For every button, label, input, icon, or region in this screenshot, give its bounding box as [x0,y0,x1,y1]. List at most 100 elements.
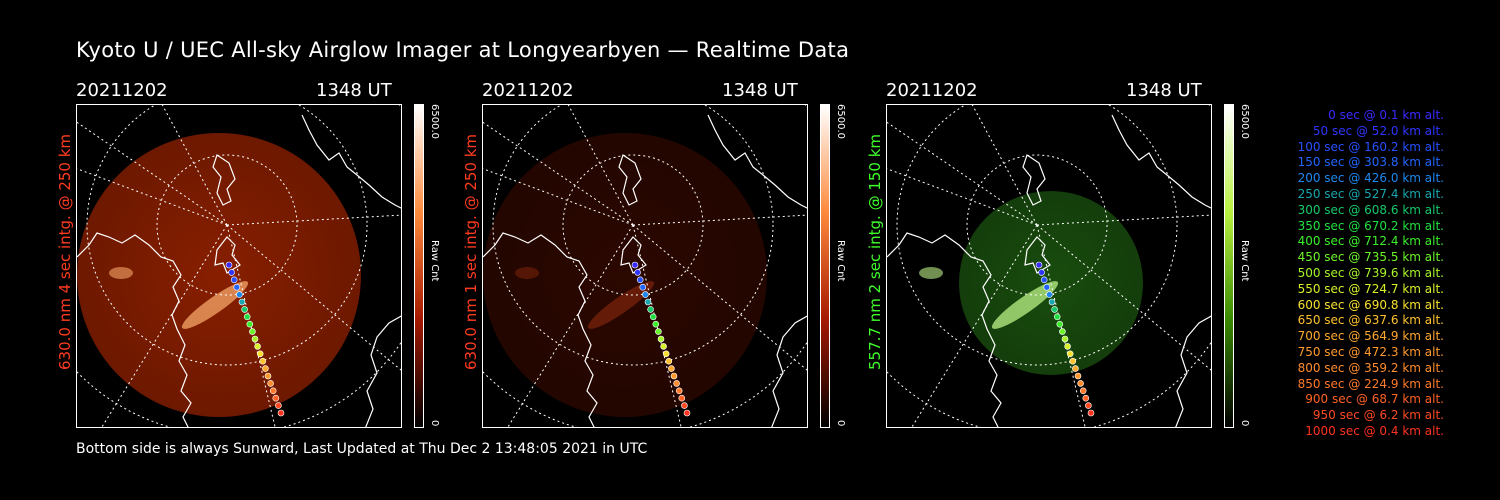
page-title: Kyoto U / UEC All-sky Airglow Imager at … [76,38,850,62]
airglow-disk [483,133,767,417]
trajectory-point [1048,298,1056,306]
legend-row: 200 sec @ 426.0 km alt. [1297,171,1444,186]
aurora-streak [991,281,1059,329]
trajectory-point [1072,365,1079,372]
trajectory-point [277,409,285,417]
trajectory-point [228,269,235,276]
trajectory-point [639,283,647,291]
legend-row: 950 sec @ 6.2 km alt. [1312,408,1444,423]
trajectory-track [631,261,691,417]
panel-2-colorbar-min: 0 [835,420,846,427]
legend-row: 600 sec @ 690.8 km alt. [1297,297,1444,312]
trajectory-point [264,372,272,380]
coastline [887,114,1211,427]
trajectory-point [272,394,280,402]
trajectory-point [1051,306,1058,313]
legend-row: 700 sec @ 564.9 km alt. [1297,329,1444,344]
trajectory-point [1046,291,1053,298]
trajectory-point [644,298,652,306]
panel-3-colorbar-min: 0 [1239,420,1250,427]
legend-row: 500 sec @ 739.6 km alt. [1297,265,1444,280]
legend-row: 350 sec @ 670.2 km alt. [1297,218,1444,233]
trajectory-point [262,365,269,372]
trajectory-point [634,269,641,276]
trajectory-point [670,372,678,380]
trajectory-point [256,350,264,358]
trajectory-point [236,291,243,298]
panel-2-label: 630.0 nm 1 sec intg. @ 250 km [462,133,480,370]
legend-row: 400 sec @ 712.4 km alt. [1297,234,1444,249]
trajectory-point [1043,283,1051,291]
trajectory-point [675,387,683,395]
coastline [483,114,807,427]
coastline [77,114,401,427]
legend-row: 50 sec @ 52.0 km alt. [1312,123,1444,138]
airglow-disk [77,133,361,417]
trajectory-point [233,283,241,291]
panel-1-colorbar-min: 0 [429,420,440,427]
legend-row: 650 sec @ 637.6 km alt. [1297,313,1444,328]
panel-3-label: 557.7 nm 2 sec intg. @ 150 km [866,133,884,370]
trajectory-point [1082,394,1090,402]
trajectory-point [254,343,261,350]
trajectory-point [241,306,248,313]
legend-row: 250 sec @ 527.4 km alt. [1297,186,1444,201]
aurora-streak [587,281,655,329]
panel-2-date: 20211202 [482,80,574,101]
trajectory-point [673,380,680,387]
trajectory-point [683,409,691,417]
trajectory-point [1040,276,1048,284]
trajectory-point [230,276,238,284]
panel-3-date: 20211202 [886,80,978,101]
legend-row: 100 sec @ 160.2 km alt. [1297,139,1444,154]
panel-3-colorbar [1224,104,1234,428]
trajectory-point [269,387,277,395]
trajectory-track [1035,261,1095,417]
trajectory-point [1066,350,1074,358]
trajectory-point [662,350,670,358]
trajectory-point [631,261,639,269]
trajectory-point [1056,320,1064,328]
panel-2-colorbar-unit: Raw Cnt [835,240,846,282]
panel-1-label: 630.0 nm 4 sec intg. @ 250 km [56,133,74,370]
panel-3-colorbar-max: 6500.0 [1239,104,1250,139]
panel-1-colorbar [414,104,424,428]
trajectory-point [668,365,675,372]
trajectory-point [1079,387,1087,395]
aurora-streak [181,281,249,329]
legend-row: 0 sec @ 0.1 km alt. [1328,108,1444,122]
legend-row: 1000 sec @ 0.4 km alt. [1305,423,1444,438]
trajectory-point [1074,372,1082,380]
trajectory-point [1038,269,1045,276]
trajectory-point [657,335,665,343]
trajectory-point [681,402,688,409]
trajectory-point [647,306,654,313]
trajectory-legend: 0 sec @ 0.1 km alt. 50 sec @ 52.0 km alt.… [1262,108,1444,440]
panel-2-colorbar [820,104,830,428]
trajectory-point [642,291,649,298]
panel-3-colorbar-unit: Raw Cnt [1239,240,1250,282]
trajectory-point [1077,380,1084,387]
trajectory-point [1061,335,1069,343]
panel-1-image [76,104,402,428]
trajectory-point [275,402,282,409]
trajectory-point [1069,357,1077,365]
legend-row: 300 sec @ 608.6 km alt. [1297,202,1444,217]
trajectory-point [1087,409,1095,417]
legend-row: 800 sec @ 359.2 km alt. [1297,360,1444,375]
trajectory-point [649,313,657,321]
panel-1-colorbar-max: 6500.0 [429,104,440,139]
trajectory-point [655,328,662,335]
footer-status: Bottom side is always Sunward, Last Upda… [76,441,648,457]
panel-2-time: 1348 UT [722,80,798,101]
trajectory-point [665,357,673,365]
panel-1-date: 20211202 [76,80,168,101]
trajectory-point [243,313,251,321]
trajectory-point [1064,343,1071,350]
trajectory-point [636,276,644,284]
trajectory-point [249,328,256,335]
panel-2-image [482,104,808,428]
trajectory-point [652,320,660,328]
panel-1-time: 1348 UT [316,80,392,101]
panel-1-colorbar-unit: Raw Cnt [429,240,440,282]
